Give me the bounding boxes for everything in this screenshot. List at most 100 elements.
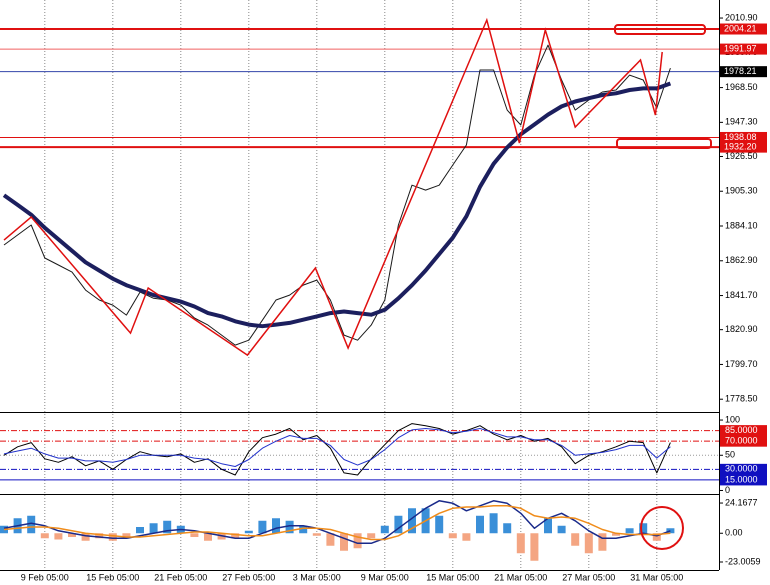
histogram-bar [68, 533, 76, 537]
y-tick-label: 24.1677 [725, 497, 758, 507]
level-label-bg [720, 43, 767, 55]
histogram-bar [326, 533, 335, 546]
highlight-circle [640, 506, 684, 550]
y-tick-label: 70.0000 [725, 436, 758, 446]
histogram-bar [367, 533, 376, 539]
histogram-bar [380, 525, 389, 534]
y-tick-label: 1799.70 [725, 359, 758, 369]
histogram-bar [489, 513, 498, 534]
histogram-bar [476, 515, 484, 534]
series-line [3, 500, 671, 545]
histogram-bar [666, 528, 675, 534]
histogram-bar [108, 533, 117, 541]
y-tick-label: 1968.50 [725, 82, 758, 92]
histogram-bar [312, 533, 321, 536]
y-tick-label: -23.0059 [725, 556, 761, 566]
y-tick-label: 1884.10 [725, 220, 758, 230]
level-label-bg [720, 463, 767, 475]
y-tick-label: 1841.70 [725, 290, 758, 300]
series-line [3, 423, 671, 476]
histogram-bar [652, 533, 661, 541]
y-tick-label: 1926.50 [725, 151, 758, 161]
histogram-bar [394, 515, 403, 534]
y-tick-label: 1905.30 [725, 186, 758, 196]
level-label: 2004.21 [724, 23, 757, 33]
level-label-bg [720, 23, 767, 35]
y-tick-label: 15.0000 [725, 474, 758, 484]
level-marker [616, 138, 712, 149]
histogram-bar [231, 533, 240, 539]
level-marker [614, 24, 706, 35]
histogram-bar [299, 525, 308, 534]
level-label: 1978.21 [724, 66, 757, 76]
histogram-bar [598, 533, 607, 551]
level-label: 1991.97 [724, 43, 757, 53]
level-label: 1938.08 [724, 132, 757, 142]
y-tick-label: 1862.90 [725, 255, 758, 265]
level-label-bg [720, 141, 767, 153]
histogram-bar [544, 518, 552, 534]
histogram-bar [530, 533, 539, 561]
histogram-bar [149, 523, 158, 534]
level-label: 1932.20 [724, 141, 757, 151]
histogram-bar [190, 533, 199, 537]
y-tick-label: 100 [725, 414, 740, 424]
y-tick-label: 1778.50 [725, 394, 758, 404]
histogram-bar [639, 523, 648, 534]
x-tick-label: 27 Feb 05:00 [222, 572, 275, 582]
histogram-bar [258, 520, 267, 534]
histogram-bar [625, 528, 634, 534]
x-tick-label: 31 Mar 05:00 [630, 572, 683, 582]
y-tick-label: 0.00 [725, 528, 743, 538]
histogram-bar [122, 533, 131, 537]
histogram-bar [244, 530, 253, 534]
y-tick-label: 0 [725, 485, 730, 495]
histogram-bar [435, 515, 444, 534]
histogram-bar [612, 533, 620, 536]
level-label-bg [720, 435, 767, 447]
histogram-bar [516, 533, 525, 554]
histogram-bar [81, 533, 90, 541]
histogram-bar [54, 533, 63, 540]
x-tick-label: 9 Mar 05:00 [361, 572, 409, 582]
x-tick-label: 15 Mar 05:00 [426, 572, 479, 582]
x-tick-label: 3 Mar 05:00 [293, 572, 341, 582]
histogram-bar [95, 533, 104, 539]
histogram-bar [571, 533, 580, 546]
series-line [2, 81, 672, 329]
x-tick-label: 21 Feb 05:00 [154, 572, 207, 582]
histogram-bar [27, 515, 36, 534]
y-tick-label: 50 [725, 450, 735, 460]
histogram-bar [448, 533, 457, 539]
histogram-bar [353, 533, 362, 549]
histogram-bar [285, 520, 294, 534]
y-tick-label: 1820.90 [725, 324, 758, 334]
chart-layer [0, 0, 719, 570]
y-tick-label: 1947.30 [725, 117, 758, 127]
zigzag-line [3, 17, 663, 357]
y-tick-label: 85.0000 [725, 425, 758, 435]
x-tick-label: 21 Mar 05:00 [494, 572, 547, 582]
x-tick-label: 27 Mar 05:00 [562, 572, 615, 582]
histogram-bar [40, 533, 49, 539]
y-tick-label: 2010.90 [725, 12, 758, 22]
histogram-bar [408, 508, 416, 534]
histogram-bar [557, 525, 566, 534]
level-label-bg [720, 66, 767, 78]
y-tick-label: 30.0000 [725, 464, 758, 474]
histogram-bar [340, 533, 348, 551]
histogram-bar [503, 523, 512, 534]
histogram-bar [272, 518, 280, 534]
level-label-bg [720, 425, 767, 437]
x-tick-label: 15 Feb 05:00 [86, 572, 139, 582]
level-label-bg [720, 474, 767, 486]
series-line [3, 428, 671, 467]
series-line [3, 505, 671, 541]
histogram-bar [163, 520, 172, 534]
x-tick-label: 9 Feb 05:00 [21, 572, 69, 582]
histogram-bar [584, 533, 593, 554]
histogram-bar [136, 527, 144, 534]
histogram-bar [204, 533, 212, 541]
